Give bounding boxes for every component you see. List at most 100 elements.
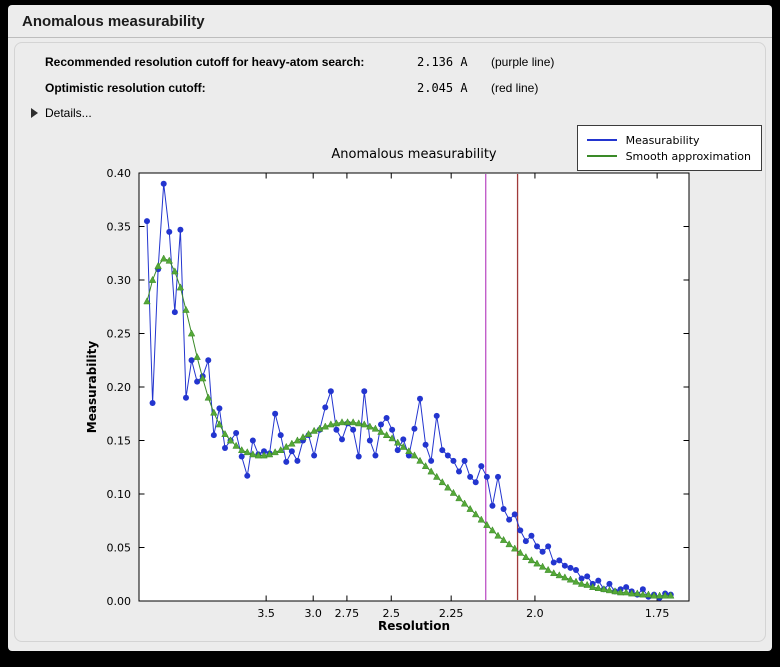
marker-circle [578,575,585,582]
marker-triangle [583,580,591,588]
marker-triangle [466,504,474,512]
marker-circle [372,452,379,459]
y-tick-label: 0.40 [107,167,132,180]
marker-triangle [265,450,274,458]
legend-line-blue [586,139,617,141]
y-tick-label: 0.30 [107,274,132,287]
marker-triangle [505,540,513,548]
x-tick-label: 2.5 [382,607,400,620]
marker-triangle [271,448,279,456]
marker-triangle [594,584,603,592]
marker-circle [495,473,502,480]
optimistic-cutoff-value: 2.045 A [417,81,468,95]
marker-triangle [193,352,201,360]
plot-area [138,172,690,602]
legend-item-measurability: Measurability [586,132,751,148]
marker-triangle [550,569,558,577]
marker-triangle [572,577,580,585]
marker-circle [400,436,407,443]
marker-triangle [388,434,396,442]
marker-circle [383,415,390,422]
marker-triangle [555,571,564,579]
marker-triangle [544,565,552,573]
marker-triangle [483,520,491,528]
marker-triangle [221,429,229,437]
marker-circle [182,394,189,401]
marker-circle [160,180,167,187]
marker-triangle [416,456,424,464]
marker-triangle [499,535,508,543]
marker-triangle [148,275,157,283]
x-tick-label: 2.0 [526,607,544,620]
marker-triangle [433,472,441,480]
marker-triangle [349,418,357,426]
marker-circle [378,421,384,428]
marker-triangle [371,424,380,432]
marker-circle [194,378,201,385]
marker-circle [472,479,479,486]
marker-circle [205,357,212,364]
marker-circle [149,400,156,407]
details-toggle[interactable]: Details... [15,101,145,125]
marker-triangle [393,438,402,446]
marker-triangle [165,256,173,264]
marker-triangle [399,442,408,450]
legend-label-smooth: Smooth approximation [625,149,751,163]
marker-triangle [377,427,385,435]
marker-circle [244,472,251,479]
marker-triangle [511,544,519,552]
marker-circle [411,425,418,432]
title-separator [8,37,772,38]
marker-circle [249,437,256,444]
marker-triangle [321,422,329,430]
marker-triangle [600,585,608,593]
marker-circle [216,405,223,412]
marker-triangle [215,420,224,428]
anomalous-measurability-window: Anomalous measurability Recommended reso… [8,5,772,651]
content-panel: Recommended resolution cutoff for heavy-… [14,42,766,642]
legend-label-measurability: Measurability [625,133,700,147]
marker-triangle [260,451,268,459]
marker-circle [450,457,457,464]
marker-circle [272,410,279,417]
marker-circle [556,557,563,564]
marker-triangle [354,419,363,427]
marker-triangle [171,267,179,275]
marker-triangle [410,451,419,459]
marker-triangle [204,393,212,401]
marker-triangle [622,588,630,596]
marker-circle [500,505,507,512]
recommended-cutoff-value: 2.136 A [417,55,468,69]
marker-triangle [343,418,352,426]
marker-triangle [293,436,302,444]
marker-triangle [444,483,452,491]
marker-triangle [533,559,541,567]
marker-triangle [577,579,586,587]
y-tick-label: 0.05 [107,542,132,555]
marker-circle [288,448,295,455]
marker-circle [333,426,340,433]
marker-triangle [460,499,469,507]
marker-circle [511,511,518,518]
marker-circle [188,357,195,364]
marker-triangle [159,254,168,262]
marker-triangle [315,424,324,432]
marker-circle [461,457,468,464]
y-tick-label: 0.15 [107,435,132,448]
marker-triangle [538,562,547,570]
marker-triangle [561,573,569,581]
optimistic-cutoff-row: Optimistic resolution cutoff: 2.045 A (r… [15,75,765,101]
marker-circle [389,426,396,433]
marker-circle [534,543,541,550]
marker-triangle [477,515,486,523]
optimistic-cutoff-label: Optimistic resolution cutoff: [45,81,206,95]
marker-triangle [332,419,341,427]
marker-circle [361,388,368,395]
marker-circle [294,457,301,464]
optimistic-cutoff-note: (red line) [491,81,539,95]
marker-circle [311,452,318,459]
marker-circle [338,436,345,443]
measurability-chart: 0.00 0.05 0.10 0.15 0.20 0.25 0.30 0.35 0.40 3.5 3… [84,125,764,641]
marker-triangle [382,431,391,438]
marker-circle [483,473,490,480]
